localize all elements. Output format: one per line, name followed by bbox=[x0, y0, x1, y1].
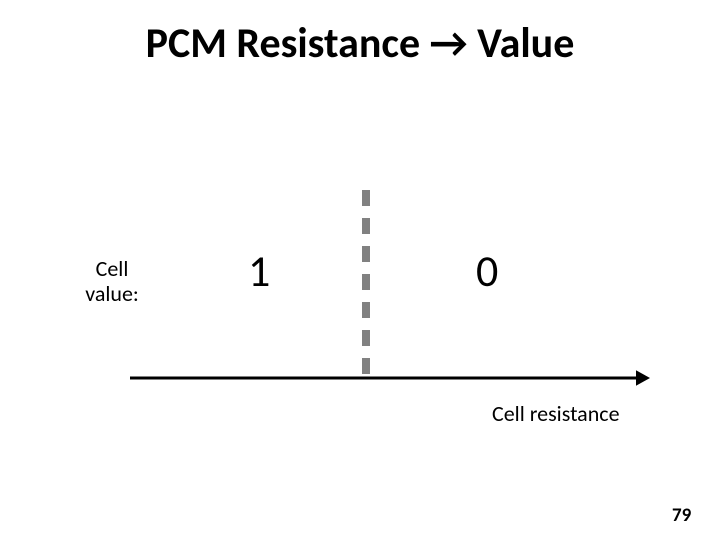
slide: PCM Resistance → Value Cellvalue: 1 0 Ce… bbox=[0, 0, 720, 540]
axis-arrowhead bbox=[636, 370, 650, 385]
diagram-svg bbox=[0, 0, 720, 540]
page-number: 79 bbox=[672, 504, 691, 527]
axis-label: Cell resistance bbox=[492, 400, 620, 427]
